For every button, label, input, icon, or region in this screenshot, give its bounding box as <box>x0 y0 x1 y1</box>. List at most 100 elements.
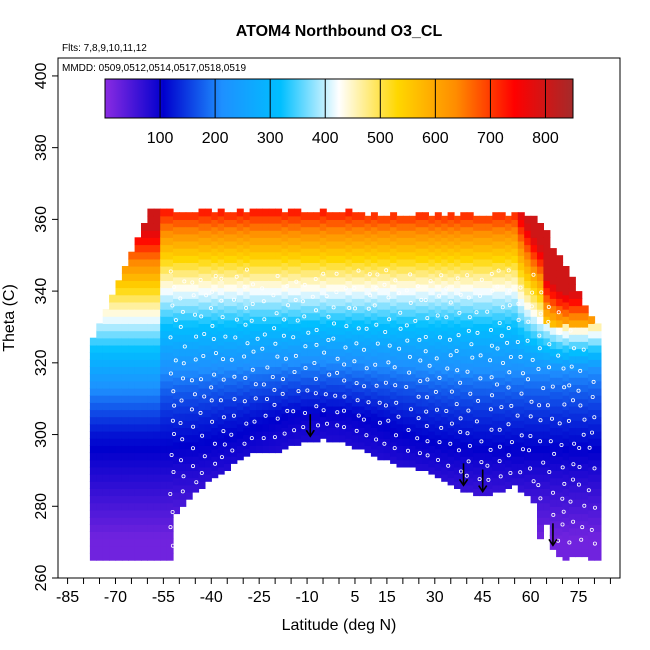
field-cell <box>198 466 206 475</box>
field-cell <box>537 359 544 367</box>
field-cell <box>575 448 583 457</box>
field-cell <box>287 337 295 346</box>
sample-point <box>507 303 512 308</box>
field-cell <box>479 409 487 418</box>
field-cell <box>179 377 187 385</box>
field-cell <box>588 409 596 418</box>
field-cell <box>351 276 359 285</box>
field-cell <box>588 459 596 468</box>
sample-point <box>306 330 311 335</box>
field-cell <box>185 441 193 450</box>
field-cell <box>166 244 174 253</box>
field-cell <box>204 258 212 267</box>
field-cell <box>402 402 410 411</box>
field-cell <box>134 309 142 317</box>
field-cell <box>441 287 449 296</box>
field-cell <box>313 255 321 263</box>
field-cell <box>147 323 155 332</box>
sample-point <box>497 459 502 464</box>
field-cell <box>351 298 359 307</box>
field-cell <box>479 215 487 224</box>
field-cell <box>275 223 283 231</box>
field-cell <box>390 219 398 228</box>
field-cell <box>568 463 576 471</box>
field-cell <box>204 452 212 461</box>
field-cell <box>370 341 378 350</box>
field-cell <box>109 352 117 360</box>
sample-point <box>181 474 186 479</box>
field-cell <box>109 488 117 497</box>
field-cell <box>485 409 493 418</box>
sample-point <box>405 338 410 343</box>
field-cell <box>511 291 519 299</box>
field-cell <box>173 355 180 364</box>
field-cell <box>588 509 596 518</box>
field-cell <box>141 359 148 367</box>
field-cell <box>217 452 225 461</box>
field-cell <box>179 499 187 507</box>
field-cell <box>179 463 187 471</box>
field-cell <box>332 283 340 292</box>
field-cell <box>224 355 231 364</box>
field-cell <box>524 215 532 224</box>
field-cell <box>511 276 519 285</box>
field-cell <box>281 233 289 242</box>
field-cell <box>179 312 187 321</box>
field-cell <box>402 373 410 382</box>
field-cell <box>562 359 570 367</box>
field-cell <box>179 405 187 414</box>
sample-point <box>582 503 587 508</box>
sample-point <box>550 416 555 421</box>
field-cell <box>422 327 429 335</box>
field-cell <box>268 215 276 224</box>
field-cell <box>294 230 302 238</box>
field-cell <box>326 413 334 421</box>
field-cell <box>568 542 576 550</box>
sample-point <box>218 398 223 403</box>
field-cell <box>396 280 404 289</box>
sample-point <box>263 413 268 418</box>
field-cell <box>141 380 148 389</box>
field-cell <box>153 524 161 532</box>
field-cell <box>562 323 570 332</box>
field-cell <box>230 377 238 385</box>
field-cell <box>588 359 596 367</box>
field-cell <box>524 280 532 289</box>
field-cell <box>415 283 423 292</box>
field-cell <box>402 237 410 246</box>
field-cell <box>211 398 219 407</box>
field-cell <box>517 441 525 450</box>
field-cell <box>160 344 168 353</box>
field-cell <box>377 352 385 360</box>
field-cell <box>492 212 500 220</box>
field-cell <box>479 223 487 231</box>
field-cell <box>211 391 219 400</box>
field-cell <box>147 466 155 475</box>
field-cell <box>447 448 455 457</box>
field-cell <box>281 269 289 278</box>
field-cell <box>422 219 429 228</box>
field-cell <box>256 230 263 238</box>
sample-point <box>408 407 413 412</box>
field-cell <box>185 370 193 378</box>
field-cell <box>377 244 385 253</box>
field-cell <box>568 276 576 285</box>
field-cell <box>390 327 398 335</box>
field-cell <box>575 499 583 507</box>
field-cell <box>537 431 544 439</box>
field-cell <box>549 405 557 414</box>
field-cell <box>415 405 423 414</box>
field-cell <box>485 481 493 489</box>
field-cell <box>460 441 468 450</box>
field-cell <box>588 344 596 353</box>
field-cell <box>460 405 468 414</box>
field-cell <box>511 448 519 457</box>
field-cell <box>339 283 346 292</box>
field-cell <box>141 237 148 246</box>
field-cell <box>568 362 576 371</box>
field-cell <box>473 459 481 468</box>
field-cell <box>543 344 551 353</box>
field-cell <box>454 466 461 475</box>
field-cell <box>479 395 487 403</box>
field-cell <box>262 266 270 274</box>
